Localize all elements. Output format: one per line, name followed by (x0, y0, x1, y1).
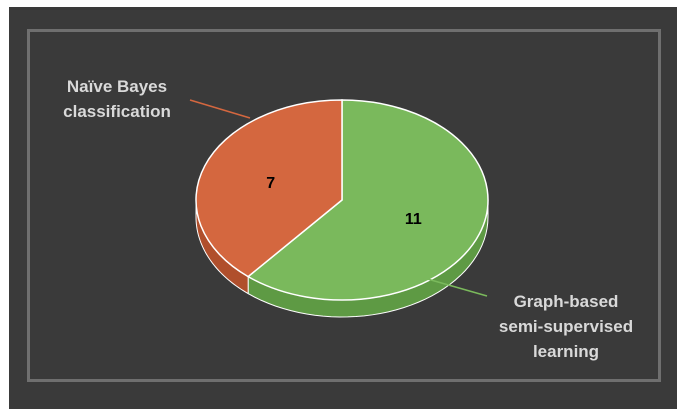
category-label-1-line-0: Naïve Bayes (67, 77, 167, 96)
pie-slices (195, 99, 489, 301)
category-label-0-line-1: semi-supervised (499, 317, 633, 336)
category-label-1-line-1: classification (63, 102, 171, 121)
pie-slice-1 (195, 99, 343, 278)
slice-labels: 11 7 Graph-based semi-supervised learning Naï… (63, 77, 633, 361)
category-label-0-line-2: learning (533, 342, 599, 361)
pie-slice-0 (246, 99, 489, 301)
chart-plot-frame (27, 29, 661, 382)
value-label-1: 7 (266, 175, 275, 192)
category-label-0-line-0: Graph-based (514, 292, 619, 311)
leader-lines (189, 99, 488, 297)
leader-line-0 (423, 277, 488, 297)
leader-line-1 (189, 99, 251, 119)
value-label-0: 11 (405, 211, 422, 228)
